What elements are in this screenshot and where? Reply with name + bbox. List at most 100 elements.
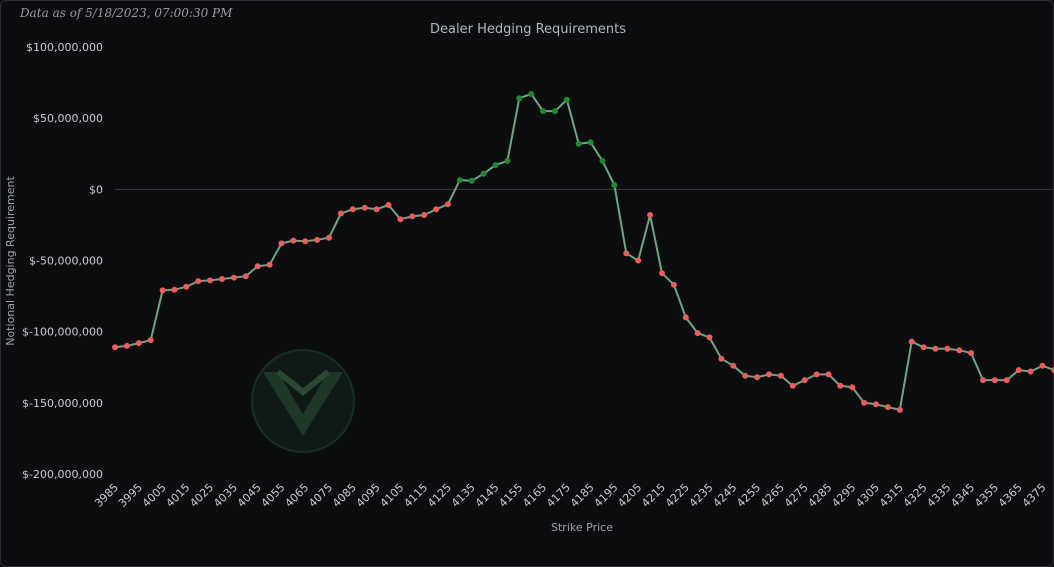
data-point (326, 234, 332, 241)
x-tick-label: 4225 (663, 481, 692, 510)
x-tick-label: 4085 (330, 481, 359, 510)
data-point (801, 377, 808, 384)
data-point (908, 338, 915, 345)
x-tick-label: 4135 (449, 481, 478, 510)
data-point (587, 139, 594, 146)
data-point (123, 342, 130, 349)
data-point (932, 345, 939, 352)
data-point (575, 140, 582, 147)
y-tick-label: $50,000,000 (33, 112, 103, 125)
data-point (314, 236, 321, 243)
x-tick-label: 4345 (948, 481, 977, 510)
data-point (540, 108, 547, 115)
y-axis-ticks: $100,000,000 $50,000,000 $0 $-50,000,000 $-1… (22, 41, 103, 481)
data-point (1027, 368, 1034, 375)
x-tick-label: 4235 (687, 481, 716, 510)
data-point (813, 371, 820, 378)
data-point (837, 382, 844, 389)
x-tick-label: 4145 (473, 481, 502, 510)
data-point (944, 345, 951, 352)
x-tick-label: 4215 (639, 481, 668, 510)
data-point (694, 330, 701, 337)
data-point (599, 157, 606, 164)
x-tick-label: 4305 (853, 481, 882, 510)
data-point (777, 372, 784, 379)
x-tick-label: 4275 (782, 481, 811, 510)
data-point (861, 399, 868, 406)
data-point (433, 206, 440, 213)
data-point (195, 278, 202, 285)
x-tick-label: 4355 (972, 481, 1001, 510)
x-tick-label: 4125 (425, 481, 454, 510)
series-points (112, 91, 1054, 413)
data-point (528, 91, 535, 97)
data-point (647, 212, 654, 218)
data-point (682, 314, 689, 321)
data-point (873, 401, 879, 408)
data-point (242, 273, 249, 280)
x-tick-label: 4365 (996, 481, 1025, 510)
data-point (266, 261, 273, 268)
data-point (742, 372, 749, 379)
data-point (920, 344, 927, 351)
x-tick-label: 3995 (116, 481, 145, 510)
data-point (112, 344, 118, 351)
x-axis-label: Strike Price (551, 521, 613, 534)
x-tick-label: 4175 (544, 481, 573, 510)
data-point (884, 404, 891, 411)
data-point (480, 170, 487, 177)
data-point (849, 384, 856, 391)
data-point (278, 240, 285, 247)
data-point (504, 157, 511, 164)
data-point (254, 263, 261, 270)
x-tick-label: 4075 (306, 481, 335, 510)
x-tick-label: 4165 (520, 481, 549, 510)
x-tick-label: 4055 (259, 481, 288, 510)
data-point (421, 212, 428, 218)
data-point (135, 340, 142, 347)
data-point (623, 250, 630, 257)
x-tick-label: 4185 (568, 481, 597, 510)
data-point (766, 371, 772, 378)
data-point (718, 355, 725, 362)
x-tick-label: 4335 (924, 481, 953, 510)
y-axis-label: Notional Hedging Requirement (4, 176, 17, 346)
logo-watermark (251, 349, 355, 453)
data-point (492, 162, 499, 169)
data-point (1015, 367, 1022, 374)
data-point (825, 371, 832, 378)
x-tick-label: 4025 (187, 481, 216, 510)
data-point (183, 283, 190, 290)
x-tick-label: 4105 (378, 481, 407, 510)
x-tick-label: 4095 (354, 481, 383, 510)
logo-v-mark (263, 372, 343, 436)
y-tick-label: $-100,000,000 (22, 326, 103, 339)
data-point (337, 210, 344, 217)
data-point (456, 177, 463, 184)
x-tick-label: 4195 (592, 481, 621, 510)
x-tick-label: 4325 (901, 481, 930, 510)
chart-title: Dealer Hedging Requirements (430, 22, 626, 37)
data-point (706, 334, 713, 341)
y-tick-label: $-200,000,000 (22, 468, 103, 481)
x-tick-label: 4265 (758, 481, 787, 510)
data-point (468, 177, 475, 184)
data-point (563, 96, 570, 103)
x-tick-label: 4375 (1020, 481, 1049, 510)
data-point (659, 270, 665, 277)
logo-v-inner (276, 369, 330, 396)
data-point (385, 202, 392, 208)
x-tick-label: 4005 (140, 481, 169, 510)
data-point (611, 182, 618, 189)
data-point (444, 201, 451, 208)
x-tick-label: 4065 (282, 481, 311, 510)
y-tick-label: $-50,000,000 (29, 255, 103, 268)
x-tick-label: 4295 (829, 481, 858, 510)
series-line (114, 93, 1054, 411)
data-point (159, 287, 166, 294)
data-point (171, 286, 178, 293)
x-tick-label: 4015 (163, 481, 192, 510)
data-point (956, 347, 963, 354)
x-tick-label: 4045 (235, 481, 264, 510)
